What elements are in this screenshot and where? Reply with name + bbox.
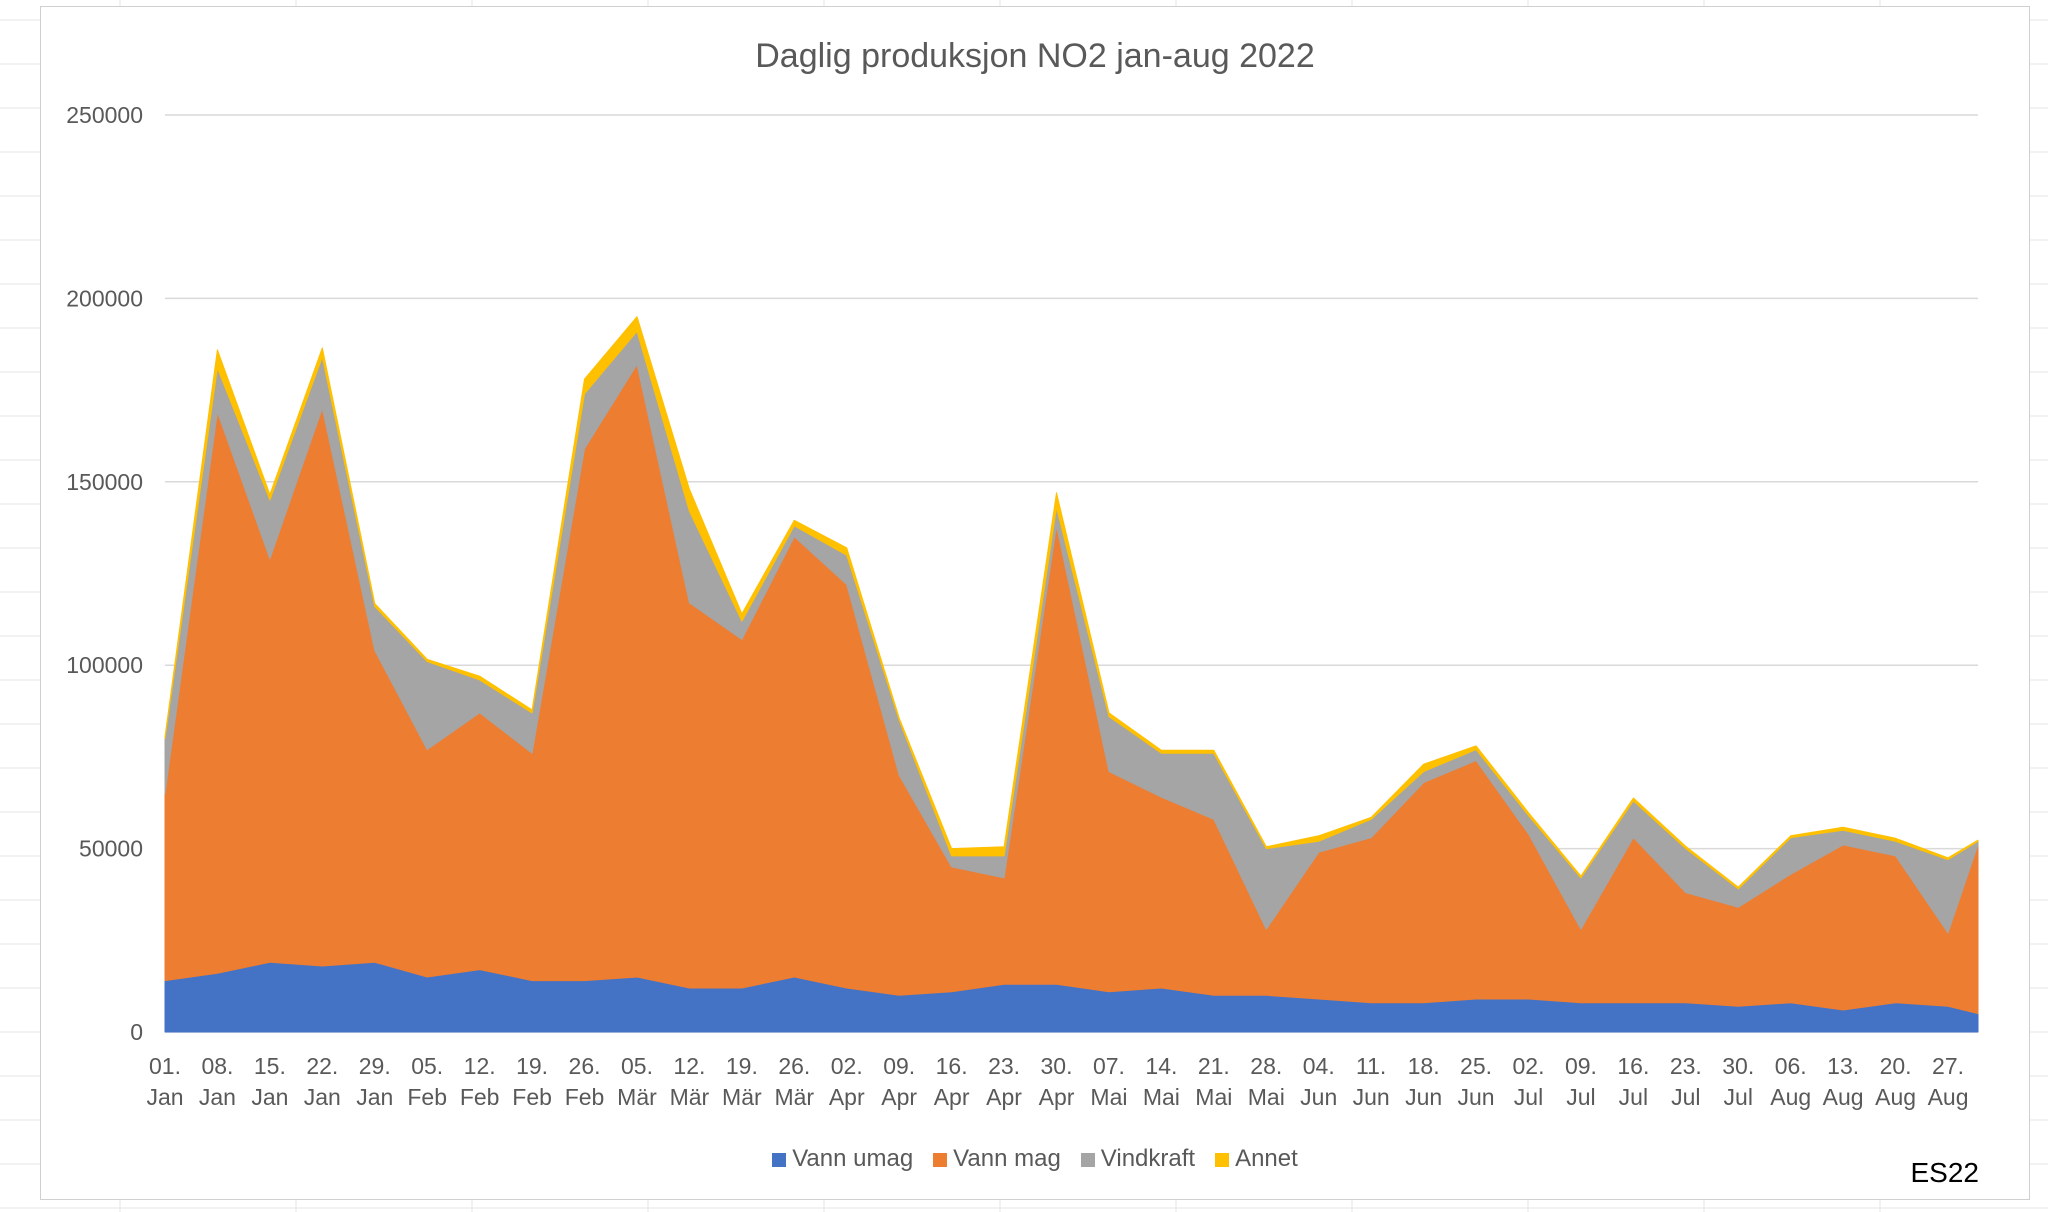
y-tick-label: 150000 <box>66 469 143 495</box>
legend: Vann umag Vann mag Vindkraft Annet <box>41 1145 2029 1173</box>
x-tick-label: 30. Apr <box>1039 1053 1075 1110</box>
x-tick-label: 27. Aug <box>1928 1053 1969 1110</box>
y-tick-label: 50000 <box>79 836 143 862</box>
x-tick-label: 12. Feb <box>460 1053 500 1110</box>
x-tick-label: 09. Jul <box>1565 1053 1597 1110</box>
x-tick-label: 25. Jun <box>1458 1053 1495 1110</box>
legend-swatch <box>772 1153 787 1167</box>
x-tick-label: 26. Feb <box>565 1053 605 1110</box>
x-tick-label: 30. Jul <box>1722 1053 1754 1110</box>
x-tick-label: 22. Jan <box>304 1053 341 1110</box>
legend-label: Vindkraft <box>1100 1145 1196 1172</box>
chart-title: Daglig produksjon NO2 jan-aug 2022 <box>755 37 1315 75</box>
legend-label: Vann mag <box>953 1145 1061 1172</box>
x-tick-label: 29. Jan <box>356 1053 393 1110</box>
legend-item[interactable]: Vann mag <box>933 1145 1061 1173</box>
chart-area[interactable]: Daglig produksjon NO2 jan-aug 2022 0 5000… <box>40 6 2030 1200</box>
legend-label: Vann umag <box>792 1145 914 1172</box>
area-series-annet[interactable] <box>164 316 1979 890</box>
legend-label: Annet <box>1235 1145 1298 1172</box>
legend-item[interactable]: Vindkraft <box>1080 1145 1196 1173</box>
legend-item[interactable]: Vann umag <box>772 1145 913 1173</box>
x-tick-label: 20. Aug <box>1875 1053 1916 1110</box>
legend-swatch <box>1215 1153 1230 1167</box>
x-tick-label: 14. Mai <box>1143 1053 1180 1110</box>
y-tick-label: 100000 <box>66 652 143 678</box>
x-tick-label: 05. Mär <box>617 1053 657 1110</box>
x-tick-label: 26. Mär <box>774 1053 814 1110</box>
x-tick-label: 07. Mai <box>1090 1053 1127 1110</box>
legend-swatch <box>1080 1153 1095 1167</box>
x-tick-label: 16. Apr <box>934 1053 970 1110</box>
x-tick-label: 23. Apr <box>986 1053 1022 1110</box>
x-tick-label: 05. Feb <box>407 1053 447 1110</box>
y-tick-label: 250000 <box>66 102 143 128</box>
x-tick-label: 18. Jun <box>1405 1053 1442 1110</box>
x-tick-label: 15. Jan <box>251 1053 288 1110</box>
x-tick-label: 08. Jan <box>199 1053 236 1110</box>
x-tick-label: 02. Apr <box>829 1053 865 1110</box>
x-tick-label: 21. Mai <box>1195 1053 1232 1110</box>
x-tick-label: 02. Jul <box>1513 1053 1545 1110</box>
x-tick-label: 04. Jun <box>1300 1053 1337 1110</box>
x-tick-label: 01. Jan <box>146 1053 183 1110</box>
watermark-text: ES22 <box>1910 1157 1980 1188</box>
y-tick-label: 0 <box>130 1019 143 1045</box>
x-tick-label: 16. Jul <box>1617 1053 1649 1110</box>
x-tick-label: 23. Jul <box>1670 1053 1702 1110</box>
x-tick-label: 19. Mär <box>722 1053 762 1110</box>
x-tick-label: 11. Jun <box>1353 1053 1390 1110</box>
legend-item[interactable]: Annet <box>1215 1145 1298 1173</box>
x-tick-label: 19. Feb <box>512 1053 552 1110</box>
x-tick-label: 12. Mär <box>670 1053 710 1110</box>
y-tick-label: 200000 <box>66 285 143 311</box>
legend-swatch <box>933 1153 948 1167</box>
plot-area: 0 50000 100000 150000 200000 250000 01. Jan 08. J… <box>66 102 1979 1110</box>
x-tick-label: 06. Aug <box>1770 1053 1811 1110</box>
x-tick-label: 13. Aug <box>1823 1053 1864 1110</box>
x-tick-label: 09. Apr <box>881 1053 917 1110</box>
x-tick-label: 28. Mai <box>1248 1053 1285 1110</box>
